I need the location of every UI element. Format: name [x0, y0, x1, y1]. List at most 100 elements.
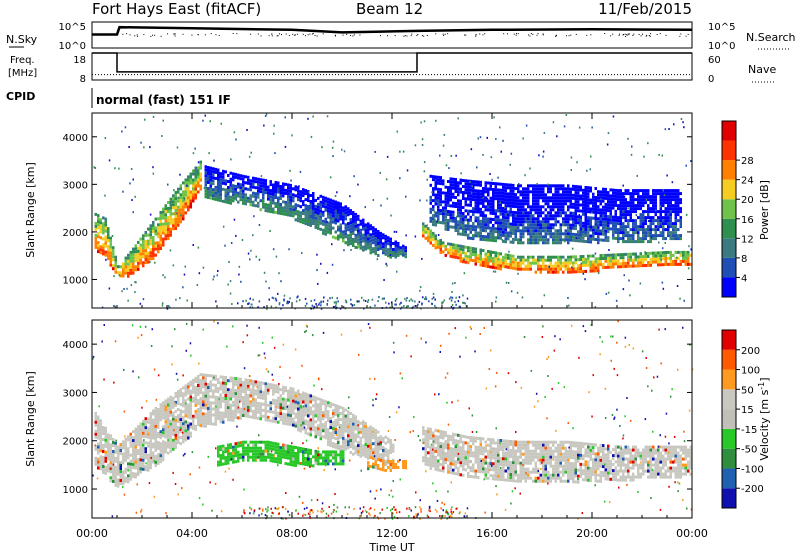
heatmap-speckle: [202, 266, 205, 269]
heatmap-cell: [187, 187, 190, 191]
heatmap-speckle: [197, 246, 200, 249]
heatmap-cell: [607, 259, 610, 263]
heatmap-cell: [212, 389, 215, 393]
heatmap-speckle: [386, 155, 389, 158]
heatmap-cell: [629, 198, 632, 202]
heatmap-cell: [172, 405, 175, 409]
heatmap-cell: [684, 250, 687, 254]
noise-line: [92, 25, 693, 36]
heatmap-cell: [599, 196, 602, 200]
heatmap-cell: [157, 229, 160, 233]
heatmap-cell: [157, 235, 160, 239]
heatmap-cell: [359, 222, 362, 226]
heatmap-cell: [134, 454, 137, 458]
heatmap-cell: [429, 216, 432, 220]
heatmap-cell: [529, 267, 532, 271]
heatmap-speckle: [111, 235, 114, 237]
noise-search-dot: [296, 33, 298, 35]
heatmap-cell: [264, 412, 267, 416]
heatmap-cell: [307, 208, 310, 211]
heatmap-cell: [629, 255, 632, 259]
noise-search-dot: [197, 33, 199, 35]
heatmap-cell: [642, 264, 645, 268]
heatmap-cell: [369, 242, 372, 246]
heatmap-cell: [482, 238, 485, 241]
heatmap-cell: [334, 212, 337, 216]
heatmap-cell: [654, 234, 657, 238]
heatmap-cell: [597, 260, 600, 264]
heatmap-cell: [197, 387, 200, 390]
heatmap-cell: [257, 383, 260, 387]
heatmap-speckle: [660, 258, 662, 261]
heatmap-cell: [467, 197, 470, 201]
heatmap-cell: [369, 236, 372, 240]
heatmap-cell: [194, 397, 197, 401]
heatmap-cell: [324, 199, 327, 203]
heatmap-cell: [437, 202, 440, 206]
heatmap-cell: [619, 265, 622, 269]
heatmap-cell: [544, 258, 547, 262]
heatmap-cell: [582, 261, 585, 264]
ground-speckle: [425, 298, 428, 301]
heatmap-cell: [624, 225, 627, 229]
heatmap-cell: [454, 220, 457, 223]
heatmap-cell: [229, 418, 232, 422]
heatmap-cell: [602, 257, 605, 260]
heatmap-cell: [94, 447, 97, 451]
heatmap-speckle: [385, 262, 387, 265]
heatmap-cell: [602, 263, 605, 266]
heatmap-cell: [242, 405, 245, 408]
heatmap-cell: [487, 250, 490, 253]
heatmap-cell: [284, 407, 287, 411]
heatmap-cell: [552, 205, 555, 209]
heatmap-cell: [644, 252, 647, 255]
heatmap-cell: [294, 185, 297, 189]
noise-search-dot: [271, 35, 273, 37]
heatmap-cell: [209, 169, 212, 173]
heatmap-cell: [487, 202, 490, 206]
heatmap-cell: [492, 218, 495, 221]
heatmap-cell: [142, 252, 145, 256]
heatmap-speckle: [349, 195, 351, 198]
heatmap-cell: [224, 400, 227, 403]
heatmap-cell: [592, 266, 595, 270]
heatmap-speckle: [94, 167, 97, 169]
heatmap-cell: [532, 226, 535, 230]
heatmap-cell: [199, 184, 202, 188]
heatmap-cell: [632, 264, 635, 268]
heatmap-cell: [157, 462, 160, 465]
heatmap-cell: [474, 250, 477, 254]
heatmap-cell: [319, 206, 322, 210]
heatmap-cell: [384, 240, 387, 244]
heatmap-cell: [257, 192, 260, 196]
heatmap-cell: [347, 207, 350, 211]
heatmap-cell: [127, 253, 130, 257]
heatmap-speckle: [509, 163, 511, 166]
heatmap-cell: [402, 250, 405, 254]
heatmap-cell: [539, 223, 542, 227]
freq-right-tick-top: 60: [708, 55, 721, 66]
heatmap-cell: [519, 235, 522, 239]
heatmap-cell: [597, 263, 600, 267]
heatmap-cell: [172, 227, 175, 231]
heatmap-speckle: [173, 189, 175, 192]
heatmap-cell: [107, 227, 110, 231]
heatmap-cell: [162, 425, 165, 429]
heatmap-cell: [677, 198, 680, 202]
heatmap-cell: [299, 193, 302, 197]
heatmap-cell: [647, 254, 650, 258]
heatmap-cell: [672, 253, 675, 257]
heatmap-cell: [472, 198, 475, 202]
heatmap-cell: [122, 268, 125, 272]
heatmap-cell: [529, 232, 532, 236]
heatmap-cell: [444, 206, 447, 210]
heatmap-cell: [252, 400, 255, 404]
heatmap-cell: [132, 262, 135, 266]
heatmap-cell: [679, 259, 682, 263]
heatmap-cell: [654, 257, 657, 261]
heatmap-cell: [142, 434, 145, 438]
heatmap-cell: [679, 192, 682, 196]
heatmap-cell: [139, 446, 142, 450]
heatmap-speckle: [248, 155, 251, 158]
heatmap-cell: [597, 229, 600, 233]
